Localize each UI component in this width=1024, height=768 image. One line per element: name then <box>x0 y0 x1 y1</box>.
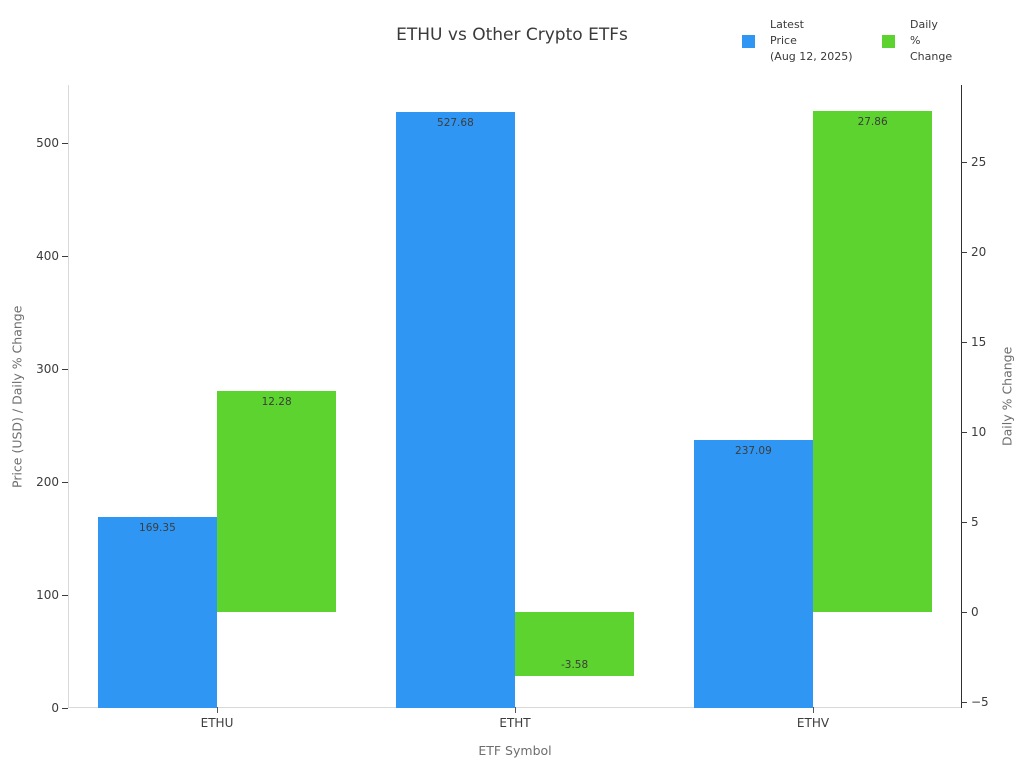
bar-daily-pct-change-ETHU <box>217 391 337 613</box>
left-y-tick-label: 100 <box>36 587 59 602</box>
right-y-tick-mark <box>961 612 967 614</box>
legend-line: Latest <box>770 18 804 31</box>
right-y-tick-label: 20 <box>971 245 987 260</box>
bar-latest-price-ETHU <box>97 516 217 708</box>
left-y-tick-label: 400 <box>36 248 59 263</box>
legend-line: % <box>910 34 921 47</box>
x-tick-label: ETHU <box>200 716 234 730</box>
bar-value-label: 237.09 <box>735 445 772 458</box>
bar-latest-price-ETHT <box>395 111 515 708</box>
x-tick-label: ETHT <box>499 716 531 730</box>
bar-value-label: 169.35 <box>139 521 176 534</box>
legend-line: (Aug 12, 2025) <box>770 50 853 63</box>
left-y-tick-mark <box>62 142 68 144</box>
right-y-tick-label: 0 <box>971 605 979 620</box>
plot-area: 0 100 200 300 400 500 −5 0 5 10 15 20 25 ETHU ETHT ETHV… <box>36 85 989 730</box>
right-y-tick-label: 5 <box>971 515 979 530</box>
left-y-tick-mark <box>62 708 68 709</box>
right-y-tick-label: −5 <box>971 695 989 710</box>
legend-line: Price <box>770 34 797 47</box>
right-y-tick-mark <box>961 162 967 164</box>
right-y-tick-mark <box>961 702 967 704</box>
right-y-tick-mark <box>961 252 967 254</box>
left-y-tick-label: 0 <box>51 701 59 715</box>
right-y-tick-mark <box>961 522 967 524</box>
x-tick-mark <box>217 707 218 713</box>
bar-value-label: -3.58 <box>561 659 589 672</box>
bar-value-label: 527.68 <box>437 116 474 129</box>
left-axis-spine <box>68 85 69 708</box>
legend-swatch-price-icon <box>742 34 755 48</box>
legend-entry-latest-price: Latest Price (Aug 12, 2025) <box>742 17 853 65</box>
left-y-tick-mark <box>62 368 68 370</box>
left-y-tick-label: 200 <box>36 474 59 489</box>
bar-latest-price-ETHV <box>693 440 813 708</box>
legend-line: Daily <box>910 18 938 31</box>
left-y-tick-mark <box>62 481 68 483</box>
left-y-tick-label: 500 <box>36 135 59 150</box>
left-y-tick-mark <box>62 594 68 596</box>
left-y-axis-title: Price (USD) / Daily % Change <box>9 305 25 488</box>
right-y-tick-mark <box>961 342 967 344</box>
right-y-tick-label: 10 <box>971 425 987 440</box>
x-tick-mark <box>515 707 516 713</box>
right-y-axis-title: Daily % Change <box>999 346 1015 447</box>
legend-line: Change <box>910 50 953 63</box>
x-axis-title: ETF Symbol <box>478 743 552 758</box>
bar-daily-pct-change-ETHT <box>515 612 635 677</box>
right-axis-spine <box>961 85 962 708</box>
chart-title: ETHU vs Other Crypto ETFs <box>396 25 628 45</box>
bar-value-label: 27.86 <box>857 115 888 128</box>
left-y-tick-label: 300 <box>36 361 59 376</box>
legend-swatch-change-icon <box>882 34 895 48</box>
right-y-tick-mark <box>961 432 967 434</box>
legend-entry-daily-change: Daily % Change <box>882 17 952 65</box>
left-y-tick-mark <box>62 255 68 257</box>
right-y-tick-label: 25 <box>971 155 987 170</box>
legend-label-daily-change: Daily % Change <box>910 17 952 65</box>
bar-value-label: 12.28 <box>261 396 292 408</box>
x-tick-label: ETHV <box>796 716 830 730</box>
bar-daily-pct-change-ETHV <box>813 110 933 613</box>
legend-label-latest-price: Latest Price (Aug 12, 2025) <box>770 17 853 65</box>
right-y-tick-label: 15 <box>971 335 987 350</box>
x-tick-mark <box>813 707 814 713</box>
